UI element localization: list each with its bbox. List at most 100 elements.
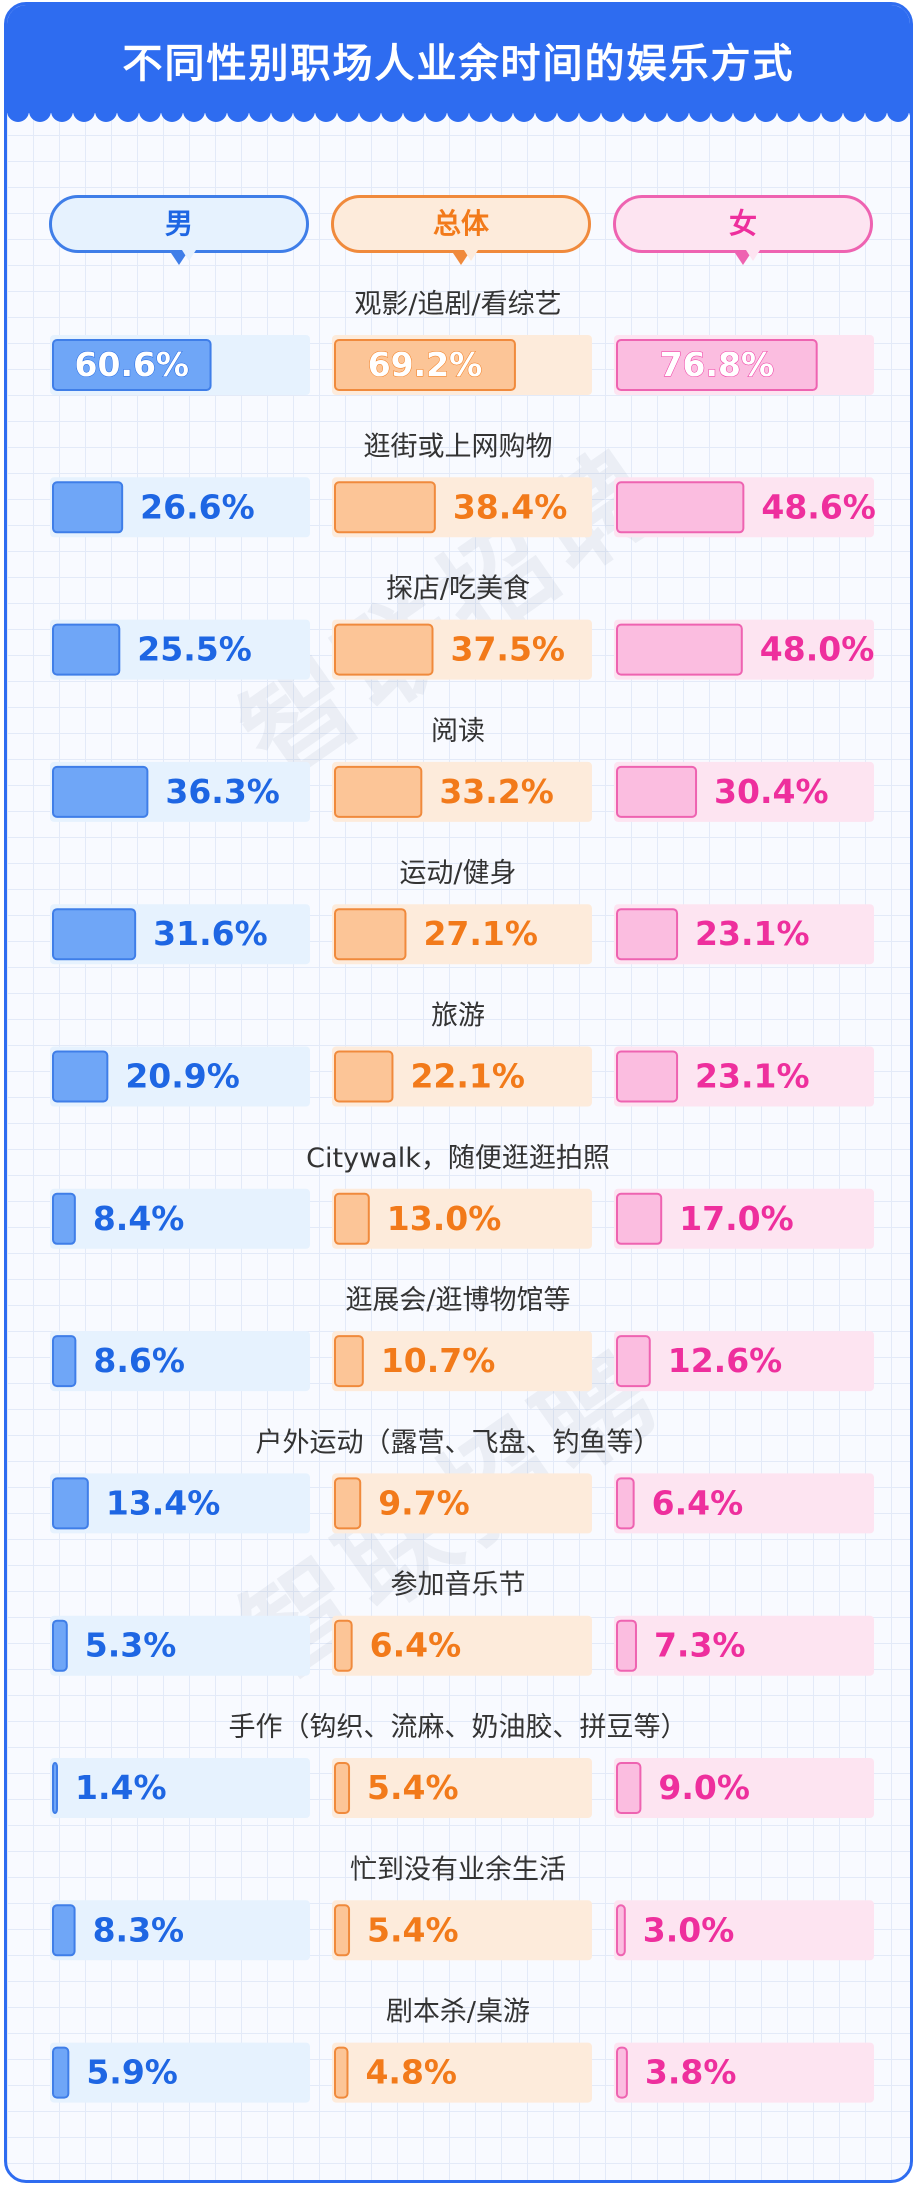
value-label-male: 20.9% [125, 1057, 240, 1096]
bar-track-total [332, 1188, 592, 1249]
bar-female [616, 481, 745, 534]
value-label-female: 30.4% [714, 772, 829, 811]
bar-track-female [614, 1900, 874, 1961]
bar-track-female [614, 1331, 874, 1392]
value-label-total: 5.4% [367, 1768, 459, 1807]
bar-track-female [614, 2042, 874, 2103]
bar-female [616, 623, 743, 676]
bar-male [52, 908, 137, 961]
bar-track-female [614, 1615, 874, 1676]
value-label-male: 8.3% [93, 1910, 185, 1949]
category-label: Citywalk，随便逛逛拍照 [306, 1143, 610, 1174]
value-label-female: 48.0% [760, 630, 875, 669]
bar-track-male [50, 1331, 310, 1392]
value-label-total: 38.4% [453, 487, 567, 526]
value-label-female: 3.0% [643, 1910, 735, 1949]
bar-total [334, 1904, 351, 1957]
bar-male [52, 623, 121, 676]
bar-total [334, 765, 423, 818]
bar-track-total [332, 1331, 592, 1392]
category-label: 阅读 [431, 716, 485, 747]
value-label-female: 23.1% [695, 914, 810, 953]
legend-total-pointer [451, 250, 478, 265]
value-label-total: 5.4% [367, 1910, 459, 1949]
bar-male [52, 765, 149, 818]
value-label-male: 1.4% [75, 1768, 167, 1807]
value-label-total: 27.1% [423, 914, 537, 953]
bar-chart: 观影/追剧/看综艺 60.6% 69.2% 76.8% 逛街或上网购物 26.6% 38.4… [50, 289, 876, 2103]
value-label-male: 60.6% [75, 345, 190, 384]
value-label-male: 36.3% [165, 772, 280, 811]
bar-total [334, 339, 516, 391]
value-label-male: 25.5% [137, 630, 252, 669]
legend-male: 男 [49, 195, 309, 265]
bar-male [52, 2046, 70, 2099]
legend-female-pointer [733, 250, 760, 265]
category-label: 运动/健身 [399, 858, 516, 889]
bar-female [616, 1619, 637, 1672]
value-label-female: 23.1% [695, 1057, 810, 1096]
bar-track-total [332, 1046, 592, 1107]
category-label: 逛街或上网购物 [364, 431, 553, 462]
value-label-male: 31.6% [153, 914, 268, 953]
bar-female [616, 765, 698, 818]
bar-male [52, 1477, 89, 1530]
bar-total [334, 1477, 362, 1530]
bar-male [52, 1762, 58, 1814]
legend-total: 总体 [331, 195, 591, 265]
bar-track-male [50, 1188, 310, 1249]
value-label-male: 8.4% [93, 1199, 185, 1238]
legend-male-label: 男 [164, 207, 193, 240]
bar-track-total [332, 1615, 592, 1676]
value-label-male: 13.4% [106, 1483, 221, 1522]
value-label-female: 48.6% [761, 487, 876, 526]
value-label-female: 6.4% [652, 1483, 744, 1522]
bar-track-female [614, 1046, 874, 1107]
chart-card: 不同性别职场人业余时间的娱乐方式 智联招聘 智联招聘 男 总体 女 观影/追剧/… [4, 2, 913, 2183]
bar-female [616, 2046, 628, 2099]
value-label-female: 12.6% [668, 1341, 783, 1380]
category-label: 观影/追剧/看综艺 [354, 289, 561, 320]
bar-total [334, 1192, 370, 1245]
value-label-female: 9.0% [658, 1768, 750, 1807]
value-label-male: 5.3% [85, 1626, 177, 1665]
bar-total [334, 1762, 351, 1814]
category-label: 户外运动（露营、飞盘、钓鱼等） [256, 1427, 661, 1458]
value-label-male: 5.9% [86, 2053, 178, 2092]
value-label-female: 76.8% [660, 345, 775, 384]
bar-track-male [50, 1615, 310, 1676]
bar-total [334, 1050, 394, 1103]
legend-total-label: 总体 [432, 207, 489, 240]
bar-female [616, 1050, 679, 1103]
bar-male [52, 1050, 109, 1103]
bar-track-total [332, 1473, 592, 1534]
bar-total [334, 2046, 349, 2099]
bar-total [334, 481, 436, 534]
bar-male [52, 1192, 76, 1245]
value-label-total: 13.0% [387, 1199, 502, 1238]
value-label-total: 10.7% [381, 1341, 496, 1380]
value-label-total: 33.2% [439, 772, 554, 811]
value-label-total: 9.7% [378, 1483, 470, 1522]
bar-female [616, 1762, 642, 1814]
bar-track-male [50, 1473, 310, 1534]
bar-female [616, 1335, 651, 1388]
legend-female: 女 [613, 195, 873, 265]
value-label-total: 4.8% [365, 2053, 457, 2092]
bar-male [52, 1335, 77, 1388]
bar-track-total [332, 2042, 592, 2103]
bar-track-female [614, 1473, 874, 1534]
value-label-total: 37.5% [451, 630, 566, 669]
value-label-total: 69.2% [368, 345, 483, 384]
title-bar: 不同性别职场人业余时间的娱乐方式 [7, 5, 910, 113]
bar-female [616, 908, 679, 961]
bar-male [52, 1904, 76, 1957]
bar-track-male [50, 1758, 310, 1818]
value-label-male: 8.6% [93, 1341, 185, 1380]
bar-track-male [50, 2042, 310, 2103]
bar-total [334, 1619, 353, 1672]
bar-male [52, 339, 212, 391]
legend-female-label: 女 [728, 207, 757, 240]
title-scallop-edge [7, 111, 910, 122]
category-label: 逛展会/逛博物馆等 [345, 1285, 570, 1316]
